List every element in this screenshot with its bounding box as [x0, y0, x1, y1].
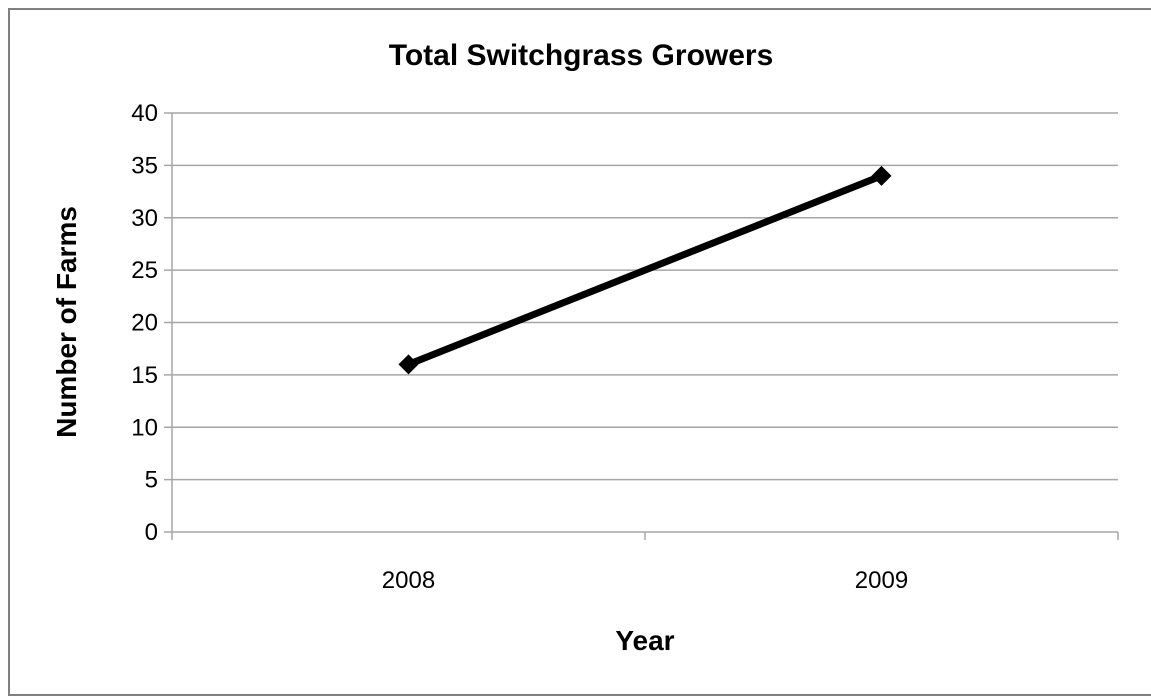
y-tick-label-15: 15	[131, 362, 158, 389]
gridlines	[172, 112, 1118, 481]
axes	[164, 112, 1119, 540]
data-point-2009	[871, 165, 892, 186]
y-tick-label-0: 0	[145, 519, 158, 546]
chart-title: Total Switchgrass Growers	[389, 39, 774, 72]
y-tick-label-20: 20	[131, 310, 158, 337]
y-tick-label-30: 30	[131, 205, 158, 232]
x-tick-label-2008: 2008	[382, 567, 435, 594]
x-tick-labels: 2008 2009	[382, 567, 908, 594]
y-tick-labels: 0 5 10 15 20 25 30 35 40	[131, 100, 158, 546]
chart-frame	[8, 8, 1151, 696]
y-tick-label-10: 10	[131, 414, 158, 441]
y-tick-label-5: 5	[145, 467, 158, 494]
series-group	[398, 165, 892, 375]
x-axis-label: Year	[615, 625, 674, 656]
y-tick-label-25: 25	[131, 257, 158, 284]
y-axis-label: Number of Farms	[51, 206, 82, 438]
y-tick-label-35: 35	[131, 152, 158, 179]
data-point-2008	[398, 354, 419, 375]
x-tick-label-2009: 2009	[855, 567, 908, 594]
series-line-0	[407, 172, 883, 368]
y-tick-label-40: 40	[131, 100, 158, 127]
